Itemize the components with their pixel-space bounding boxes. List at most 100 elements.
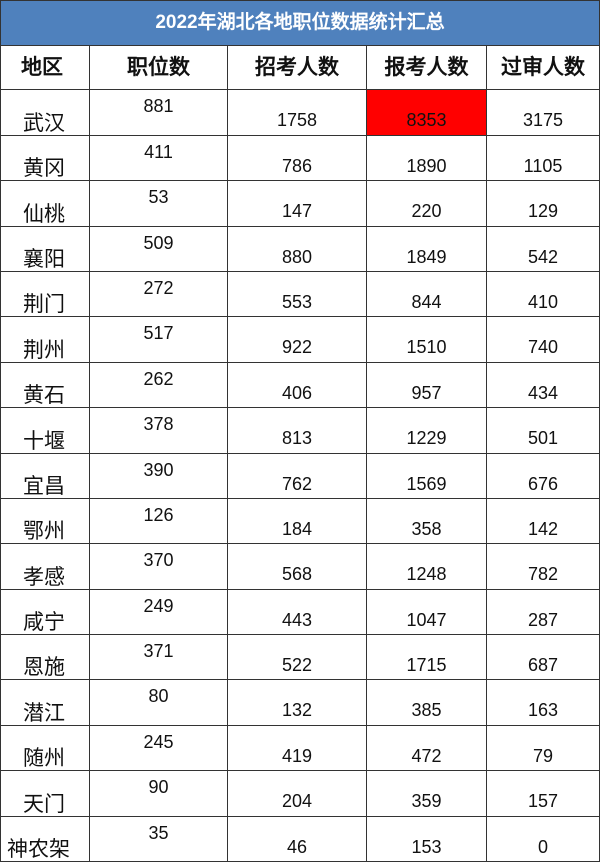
value-cell: 1510 [366, 317, 486, 362]
value-cell: 46 [227, 816, 366, 862]
value-cell: 687 [486, 635, 600, 680]
table-row: 十堰 378 813 1229 501 [0, 408, 600, 454]
value-cell: 204 [227, 771, 366, 816]
cell-text: 568 [281, 564, 313, 585]
cell-text: 恩施 [23, 656, 65, 680]
cell-text: 517 [143, 323, 174, 344]
value-cell: 3175 [486, 90, 600, 135]
table-row: 恩施 371 522 1715 687 [0, 635, 600, 681]
cell-text: 神农架 [7, 838, 70, 862]
cell-text: 咸宁 [23, 611, 65, 635]
table-row: 武汉 881 1758 8353 3175 [0, 90, 600, 136]
table-row: 荆州 517 922 1510 740 [0, 317, 600, 363]
value-cell: 157 [486, 771, 600, 816]
cell-text: 359 [411, 791, 442, 812]
value-cell: 813 [227, 408, 366, 453]
cell-text: 153 [411, 836, 442, 857]
cell-text: 1105 [523, 155, 563, 176]
value-cell: 378 [89, 408, 227, 453]
value-cell: 163 [486, 680, 600, 725]
cell-text: 184 [281, 518, 313, 539]
cell-text: 782 [527, 564, 559, 585]
cell-text: 3175 [522, 110, 564, 131]
column-header: 地区 [0, 45, 89, 90]
value-cell: 1569 [366, 453, 486, 498]
value-cell: 390 [89, 453, 227, 498]
cell-text: 522 [281, 655, 313, 676]
cell-text: 荆州 [23, 338, 65, 362]
region-cell: 武汉 [0, 90, 89, 135]
cell-text: 35 [148, 822, 169, 843]
cell-text: 1715 [406, 655, 447, 676]
value-cell: 881 [89, 90, 227, 135]
cell-text: 90 [148, 777, 169, 798]
cell-text: 786 [281, 155, 313, 176]
cell-text: 1047 [406, 609, 447, 630]
cell-text: 406 [281, 382, 313, 403]
cell-text: 潜江 [23, 701, 65, 725]
value-cell: 922 [227, 317, 366, 362]
cell-text: 126 [143, 504, 174, 525]
cell-text: 880 [281, 246, 313, 267]
cell-text: 147 [281, 201, 313, 222]
cell-text: 443 [281, 609, 313, 630]
cell-text: 1248 [406, 564, 447, 585]
cell-text: 204 [281, 791, 313, 812]
cell-text: 370 [143, 550, 174, 571]
cell-text: 荆门 [23, 293, 65, 317]
cell-text: 881 [143, 96, 174, 117]
cell-text: 武汉 [23, 111, 65, 135]
value-cell: 272 [89, 271, 227, 317]
cell-text: 676 [527, 473, 559, 494]
table-row: 天门 90 204 359 157 [0, 771, 600, 817]
region-cell: 黄石 [0, 362, 89, 408]
cell-text: 1510 [406, 337, 447, 358]
value-cell: 1229 [366, 408, 486, 453]
value-cell: 153 [366, 816, 486, 862]
value-cell: 406 [227, 362, 366, 408]
value-cell: 132 [227, 680, 366, 725]
cell-text: 8353 [406, 110, 447, 131]
value-cell: 371 [89, 635, 227, 680]
column-header: 过审人数 [486, 45, 600, 90]
header-row: 地区 职位数 招考人数 报考人数 过审人数 [0, 45, 600, 91]
cell-text: 542 [527, 246, 559, 267]
value-cell: 443 [227, 589, 366, 635]
cell-text: 142 [527, 518, 559, 539]
region-cell: 黄冈 [0, 135, 89, 181]
value-cell: 245 [89, 725, 227, 771]
cell-text: 53 [148, 187, 169, 208]
cell-text: 509 [143, 232, 174, 253]
cell-text: 378 [143, 414, 174, 435]
value-cell: 880 [227, 226, 366, 271]
cell-text: 762 [281, 473, 313, 494]
column-header: 招考人数 [227, 45, 366, 90]
value-cell: 844 [366, 271, 486, 317]
cell-text: 0 [537, 836, 548, 857]
table-row: 咸宁 249 443 1047 287 [0, 589, 600, 636]
cell-text: 922 [281, 337, 313, 358]
cell-text: 黄冈 [23, 157, 65, 181]
value-cell: 553 [227, 271, 366, 317]
cell-text: 157 [527, 791, 559, 812]
cell-text: 随州 [23, 747, 65, 771]
value-cell: 79 [486, 725, 600, 771]
value-cell: 1248 [366, 544, 486, 589]
value-cell: 129 [486, 181, 600, 226]
value-cell: 90 [89, 771, 227, 816]
cell-text: 1849 [406, 246, 447, 267]
cell-text: 411 [144, 141, 173, 162]
table-row: 潜江 80 132 385 163 [0, 680, 600, 726]
value-cell: 782 [486, 544, 600, 589]
value-cell: 542 [486, 226, 600, 271]
value-cell: 147 [227, 181, 366, 226]
cell-text: 1229 [406, 428, 447, 449]
cell-text: 272 [143, 277, 174, 298]
value-cell: 419 [227, 725, 366, 771]
value-cell: 1890 [366, 135, 486, 181]
table-row: 随州 245 419 472 79 [0, 725, 600, 772]
cell-text: 385 [411, 700, 442, 721]
cell-text: 262 [143, 368, 174, 389]
data-table: 地区 职位数 招考人数 报考人数 过审人数 武汉 881 1758 8353 3175 黄… [0, 45, 600, 863]
region-cell: 潜江 [0, 680, 89, 725]
